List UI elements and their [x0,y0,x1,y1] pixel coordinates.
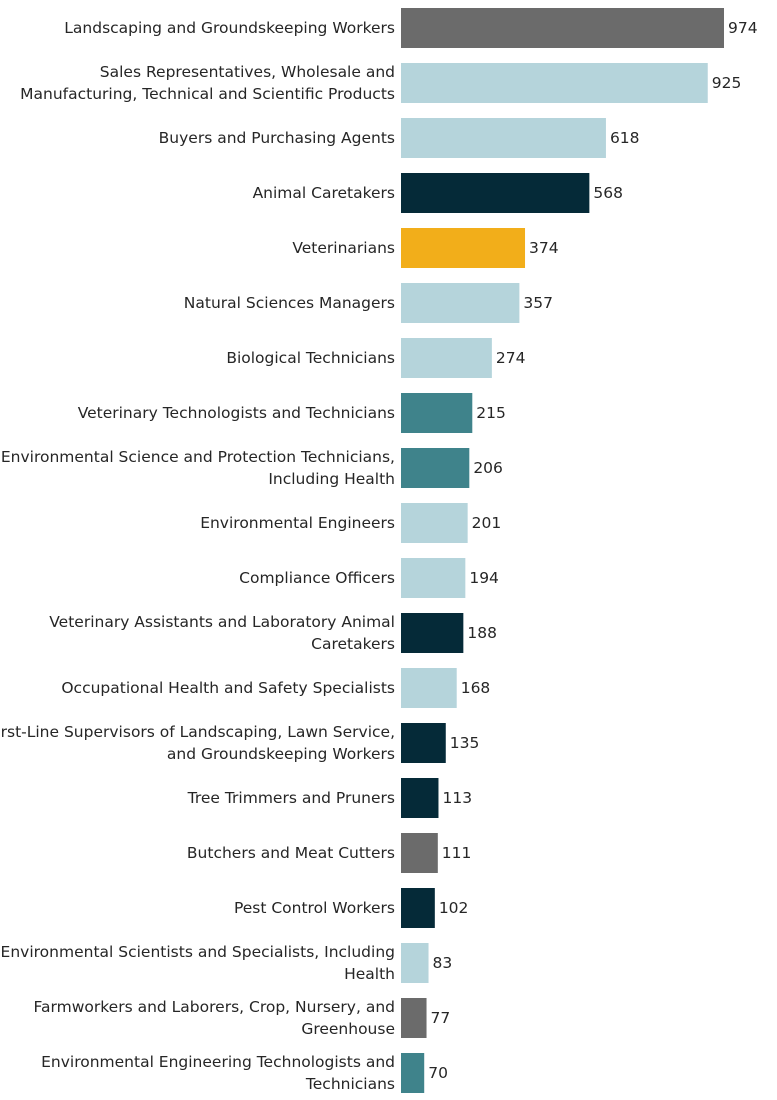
value-label: 168 [461,679,491,697]
category-label: Caretakers [311,635,395,653]
category-label: Compliance Officers [239,569,395,587]
category-label: Environmental Engineering Technologists … [41,1053,395,1071]
category-label: Natural Sciences Managers [184,294,395,312]
value-label: 70 [428,1064,448,1082]
category-label: Tree Trimmers and Pruners [187,789,395,807]
bar [401,228,526,268]
category-label: Health [344,965,395,983]
category-label: Landscaping and Groundskeeping Workers [64,19,395,37]
bar [401,63,708,103]
value-label: 206 [473,459,503,477]
category-label: Biological Technicians [226,349,395,367]
category-label: Environmental Scientists and Specialists… [1,943,395,961]
value-label: 102 [439,899,469,917]
value-label: 188 [467,624,497,642]
value-label: 77 [431,1009,451,1027]
category-label: Environmental Science and Protection Tec… [1,448,395,466]
bar [401,558,466,598]
category-label: Animal Caretakers [253,184,395,202]
category-label: Farmworkers and Laborers, Crop, Nursery,… [34,998,395,1016]
category-label: Technicians [305,1075,395,1093]
bar [401,723,446,763]
category-label: and Groundskeeping Workers [167,745,395,763]
bar [401,778,439,818]
bar [401,943,429,983]
category-label: Including Health [268,470,395,488]
bar [401,338,492,378]
bar [401,833,438,873]
category-label: Veterinarians [292,239,395,257]
value-label: 925 [712,74,742,92]
value-label: 274 [496,349,526,367]
bar [401,173,590,213]
category-label: Veterinary Assistants and Laboratory Ani… [49,613,395,631]
category-label: Buyers and Purchasing Agents [159,129,395,147]
bar [401,668,457,708]
category-label: First-Line Supervisors of Landscaping, L… [0,723,395,741]
value-label: 135 [450,734,480,752]
bar [401,283,520,323]
value-label: 568 [593,184,623,202]
category-label: Pest Control Workers [234,899,395,917]
bar [401,503,468,543]
value-label: 83 [433,954,453,972]
bar [401,118,606,158]
bar [401,998,427,1038]
category-label: Environmental Engineers [200,514,395,532]
category-label: Occupational Health and Safety Specialis… [61,679,395,697]
value-label: 215 [476,404,506,422]
value-labels: 974 925 618 568 374 357 274 215 206 201 194 188 168 1… [428,19,757,1082]
value-label: 374 [529,239,559,257]
value-label: 111 [442,844,472,862]
category-label: Butchers and Meat Cutters [187,844,395,862]
category-label: Manufacturing, Technical and Scientific … [20,85,395,103]
value-label: 974 [728,19,758,37]
value-label: 201 [472,514,502,532]
category-label: Sales Representatives, Wholesale and [100,63,395,81]
bar [401,448,470,488]
bar [401,613,464,653]
bar [401,888,435,928]
bar [401,393,473,433]
bar [401,8,724,48]
value-label: 194 [469,569,499,587]
value-label: 357 [523,294,553,312]
category-label: Greenhouse [301,1020,395,1038]
category-labels: Landscaping and Groundskeeping Workers Sa… [0,19,395,1093]
value-label: 113 [442,789,472,807]
category-label: Veterinary Technologists and Technicians [78,404,395,422]
value-label: 618 [610,129,640,147]
bars [401,8,724,1093]
bar [401,1053,425,1093]
